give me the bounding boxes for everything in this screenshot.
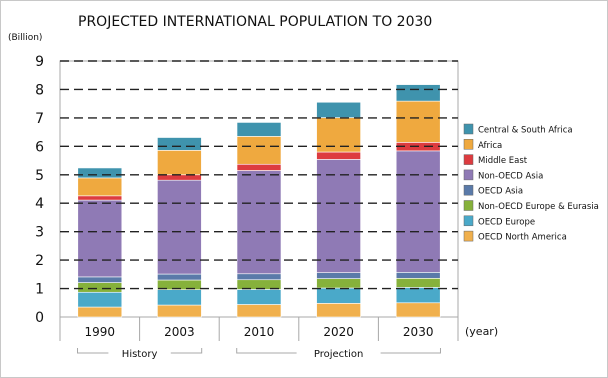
bar-segment-2010-middle-east (236, 163, 282, 171)
bar-segment-1990-non-oecd-asia (77, 199, 123, 278)
plot-area: 0 1 2 3 4 5 6 7 8 9 1990 2003 2010 2020 2030 (year) Hist… (35, 54, 498, 360)
bar-segment-2003-oecd-asia (157, 273, 202, 281)
bar-segment-2010-non-oecd-asia (236, 170, 282, 275)
bar-segment-2020-non-oecd-asia (316, 159, 361, 273)
y-tick-label-5: 5 (35, 168, 44, 184)
y-tick-label-0: 0 (35, 310, 44, 326)
bar-segment-2020-oecd-europe (316, 287, 361, 304)
bar-segment-2010-oecd-asia (236, 273, 282, 281)
y-tick-label-1: 1 (35, 282, 44, 298)
legend-item-oecd-asia: OECD Asia (463, 184, 523, 197)
bar-segment-2020-oecd-asia (316, 272, 361, 279)
bar-segment-2020-central-south-africa (316, 101, 361, 118)
bar-segment-2030-oecd-north-america (395, 302, 441, 318)
bar-segment-2020-oecd-north-america (316, 303, 361, 318)
legend-item-oecd-europe: OECD Europe (463, 215, 535, 227)
chart-title: PROJECTED INTERNATIONAL POPULATION TO 20… (78, 14, 432, 30)
y-tick-label-9: 9 (35, 54, 44, 70)
legend-item-non-oecd-europe-eurasia: Non-OECD Europe & Eurasia (463, 200, 599, 212)
legend-item-middle-east: Middle East (463, 154, 528, 166)
x-tick-label-2010: 2010 (244, 325, 275, 339)
bar-segment-2003-africa (157, 150, 202, 176)
legend-item-central-south-africa: Central & South Africa (463, 123, 573, 136)
y-tick-label-4: 4 (35, 196, 44, 212)
legend-swatch-oecd-north-america (463, 230, 474, 242)
legend-label-non-oecd-europe-eurasia: Non-OECD Europe & Eurasia (478, 202, 599, 212)
bar-segment-1990-non-oecd-europe-eurasia (77, 282, 123, 293)
bar-segment-2030-oecd-europe (395, 287, 441, 304)
y-tick-label-7: 7 (35, 111, 44, 127)
legend-swatch-non-oecd-europe-eurasia (463, 200, 474, 211)
x-tick-label-2030: 2030 (403, 325, 434, 339)
legend-label-oecd-north-america: OECD North America (478, 233, 567, 243)
legend-label-middle-east: Middle East (478, 156, 528, 166)
y-tick-label-2: 2 (35, 253, 44, 269)
bar-segment-1990-oecd-asia (77, 276, 123, 283)
bar-segment-2030-non-oecd-europe-eurasia (395, 278, 441, 288)
legend-swatch-oecd-asia (463, 184, 474, 196)
legend: Central & South Africa Africa Middle East N… (463, 123, 599, 243)
bar-segment-2010-central-south-africa (236, 122, 282, 137)
legend-label-oecd-asia: OECD Asia (478, 187, 523, 197)
bar-segment-1990-middle-east (77, 195, 123, 201)
bar-segment-2003-oecd-north-america (157, 304, 202, 318)
x-axis-unit: (year) (465, 325, 498, 338)
bar-segment-2010-oecd-north-america (236, 304, 282, 318)
legend-item-africa: Africa (463, 139, 502, 151)
bar-segment-2003-middle-east (157, 174, 202, 181)
y-axis-unit: (Billion) (8, 33, 42, 43)
bar-segment-2010-oecd-europe (236, 289, 282, 305)
y-tick-label-3: 3 (35, 225, 44, 241)
group-label-projection: Projection (314, 349, 363, 360)
legend-label-central-south-africa: Central & South Africa (478, 126, 573, 136)
legend-swatch-central-south-africa (463, 123, 474, 135)
bar-segment-2003-non-oecd-asia (157, 179, 202, 275)
bar-segment-2003-central-south-africa (157, 137, 202, 151)
legend-item-oecd-north-america: OECD North America (463, 230, 567, 243)
bar-segment-1990-central-south-africa (77, 167, 123, 179)
group-bracket-history: History (77, 348, 203, 360)
bar-segment-2030-central-south-africa (395, 84, 441, 102)
bar-segment-2030-oecd-asia (395, 272, 441, 279)
bar-segment-2010-africa (236, 136, 282, 165)
legend-swatch-africa (463, 139, 474, 150)
bar-segment-1990-oecd-europe (77, 291, 123, 308)
y-tick-label-6: 6 (35, 139, 44, 155)
bar-segment-2003-oecd-europe (157, 289, 202, 306)
legend-label-non-oecd-asia: Non-OECD Asia (478, 171, 543, 181)
group-bracket-projection: Projection (236, 348, 441, 360)
legend-label-oecd-europe: OECD Europe (478, 217, 535, 227)
bar-segment-2020-middle-east (316, 151, 361, 160)
x-tick-label-1990: 1990 (85, 325, 116, 339)
y-tick-label-8: 8 (35, 82, 44, 98)
legend-label-africa: Africa (478, 141, 502, 151)
bar-segment-1990-africa (77, 177, 123, 197)
bar-segment-2030-non-oecd-asia (395, 150, 441, 273)
legend-swatch-non-oecd-asia (463, 169, 474, 181)
x-tick-label-2020: 2020 (323, 325, 354, 339)
x-tick-label-2003: 2003 (164, 325, 195, 339)
legend-swatch-oecd-europe (463, 215, 474, 227)
bar-segment-2030-africa (395, 100, 441, 143)
bar-segment-1990-oecd-north-america (77, 306, 123, 318)
group-label-history: History (122, 349, 158, 360)
bar-segment-2020-non-oecd-europe-eurasia (316, 278, 361, 289)
legend-swatch-middle-east (463, 154, 474, 165)
legend-item-non-oecd-asia: Non-OECD Asia (463, 169, 543, 181)
